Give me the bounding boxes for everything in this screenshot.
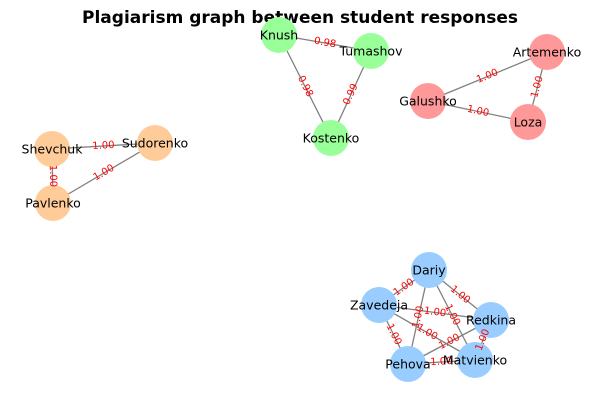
node-galushko xyxy=(410,83,446,119)
edge-weight-label: 1.00 xyxy=(437,332,462,352)
edge-weight-label: 1.00 xyxy=(529,75,545,99)
node-label-kostenko: Kostenko xyxy=(303,131,360,146)
edge-weight-label: 1.00 xyxy=(47,165,58,187)
edge-weight-label: 1.00 xyxy=(475,67,500,86)
edge-weight-label: 1.00 xyxy=(92,163,117,184)
node-tumashov xyxy=(353,33,389,69)
node-shevchuk xyxy=(34,131,70,167)
node-artemenko xyxy=(529,34,565,70)
node-knush xyxy=(261,17,297,53)
node-kostenko xyxy=(313,120,349,156)
node-sudorenko xyxy=(137,125,173,161)
edge-galushko-artemenko xyxy=(427,51,548,102)
node-pavlenko xyxy=(35,185,71,221)
node-label-zavedeja: Zavedeja xyxy=(350,298,408,313)
edge-knush-kostenko xyxy=(278,34,332,139)
graph-title: Plagiarism graph between student respons… xyxy=(82,8,518,28)
edge-weight-label: 1.00 xyxy=(384,322,404,347)
node-zavedeja xyxy=(361,287,397,323)
edge-zavedeja-redkina xyxy=(378,304,492,321)
node-matvienko xyxy=(457,342,493,378)
node-pehova xyxy=(390,346,426,382)
node-redkina xyxy=(473,302,509,338)
node-label-matvienko: Matvienko xyxy=(443,353,507,368)
node-label-sudorenko: Sudorenko xyxy=(122,136,188,151)
nodes-layer xyxy=(34,17,565,382)
edge-weight-label: 1.00 xyxy=(423,306,447,320)
edge-weight-label: 0.99 xyxy=(341,82,360,107)
node-label-pehova: Pehova xyxy=(385,357,430,372)
node-labels-layer: Knush Tumashov Kostenko Artemenko Galushko Lo… xyxy=(22,28,582,372)
node-label-loza: Loza xyxy=(514,115,543,130)
node-dariy xyxy=(411,252,447,288)
edge-weight-label: 1.00 xyxy=(92,140,115,152)
node-label-knush: Knush xyxy=(260,28,298,43)
edge-weight-label: 0.98 xyxy=(295,74,315,99)
edge-weight-label: 1.00 xyxy=(411,305,427,329)
edge-weight-label: 1.00 xyxy=(415,322,440,343)
edge-zavedeja-matvienko xyxy=(378,304,476,361)
node-label-shevchuk: Shevchuk xyxy=(22,142,84,157)
node-label-redkina: Redkina xyxy=(466,313,516,328)
node-label-artemenko: Artemenko xyxy=(513,45,582,60)
edge-weight-label: 0.98 xyxy=(313,36,337,51)
edge-weight-label: 1.00 xyxy=(474,328,492,353)
edge-weight-label: 1.00 xyxy=(392,277,417,299)
edge-pavlenko-sudorenko xyxy=(52,142,156,204)
node-label-pavlenko: Pavlenko xyxy=(25,196,81,211)
node-label-tumashov: Tumashov xyxy=(339,44,404,59)
node-label-galushko: Galushko xyxy=(399,94,457,109)
edge-weight-label: 1.00 xyxy=(430,356,453,368)
node-label-dariy: Dariy xyxy=(412,263,446,278)
edge-weight-label: 1.00 xyxy=(466,104,490,119)
node-loza xyxy=(510,104,546,140)
